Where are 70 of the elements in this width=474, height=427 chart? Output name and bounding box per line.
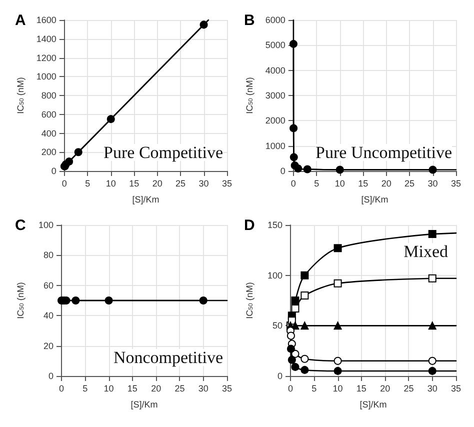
x-tick-label: 0 [58,384,64,394]
y-tick-label: 1200 [36,52,56,63]
x-tick-label: 30 [428,178,438,188]
y-tick-label: 0 [280,166,286,176]
x-tick-label: 0 [288,384,294,394]
x-tick-label: 15 [356,384,366,394]
x-tick-label: 10 [332,384,343,394]
x-axis-title: [S]/Km [130,400,158,410]
x-tick-label: 0 [290,178,296,188]
chart-title: D [244,217,255,234]
x-tick-label: 10 [104,384,114,394]
x-tick-label: 35 [450,178,462,188]
y-tick-label: 80 [43,250,54,260]
chart-title: A [15,12,26,29]
x-axis-title: [S]/Km [361,194,388,204]
x-tick-label: 15 [129,178,140,188]
x-axis-title: [S]/Km [132,194,160,204]
y-tick-label: 800 [41,90,56,100]
x-tick-label: 5 [314,178,320,188]
x-tick-label: 15 [358,178,368,188]
y-tick-label: 0 [277,371,282,381]
x-tick-label: 30 [427,384,438,394]
x-tick-label: 35 [222,384,232,394]
y-tick-label: 1000 [265,140,286,151]
annotation: Pure Uncompetitive [316,143,452,162]
x-tick-label: 30 [198,178,209,188]
x-tick-label: 5 [312,384,317,394]
y-tick-label: 200 [41,147,56,158]
y-tick-label: 0 [48,371,54,381]
y-tick-label: 1400 [36,34,56,44]
y-tick-label: 6000 [265,15,286,25]
y-tick-label: 1000 [36,72,56,82]
chart-title: B [244,12,255,29]
x-tick-label: 15 [127,384,138,394]
x-tick-label: 25 [176,178,186,188]
x-tick-label: 20 [152,178,162,188]
x-tick-label: 35 [450,384,462,394]
x-tick-label: 35 [222,178,232,188]
y-tick-label: 2000 [265,116,286,126]
y-tick-label: 20 [43,340,54,351]
y-tick-label: 100 [267,270,282,280]
y-tick-label: 40 [43,310,54,321]
y-tick-label: 1600 [36,15,56,25]
y-tick-label: 600 [41,109,56,120]
y-tick-label: 3000 [265,90,286,100]
x-tick-label: 20 [380,384,390,394]
y-tick-label: 400 [41,128,56,138]
x-tick-label: 30 [198,384,208,394]
x-tick-label: 10 [106,178,116,188]
y-tick-label: 50 [272,320,282,331]
x-tick-label: 25 [174,384,185,394]
x-axis-title: [S]/Km [360,400,387,410]
x-tick-label: 5 [85,178,90,188]
x-tick-label: 20 [381,178,392,188]
y-tick-label: 60 [43,280,54,290]
y-tick-label: 100 [38,220,54,230]
annotation: Mixed [404,242,448,261]
y-tick-label: 5000 [265,40,286,50]
annotation: Pure Competitive [104,143,224,162]
chart-title: C [15,217,26,234]
x-tick-label: 20 [151,384,162,394]
x-tick-label: 0 [62,178,67,188]
y-tick-label: 4000 [265,65,286,76]
x-tick-label: 25 [404,178,415,188]
annotation: Noncompetitive [113,348,223,367]
x-tick-label: 5 [82,384,88,394]
x-tick-label: 10 [334,178,345,188]
y-tick-label: 0 [51,166,56,176]
x-tick-label: 25 [404,384,414,394]
y-tick-label: 150 [267,220,282,230]
